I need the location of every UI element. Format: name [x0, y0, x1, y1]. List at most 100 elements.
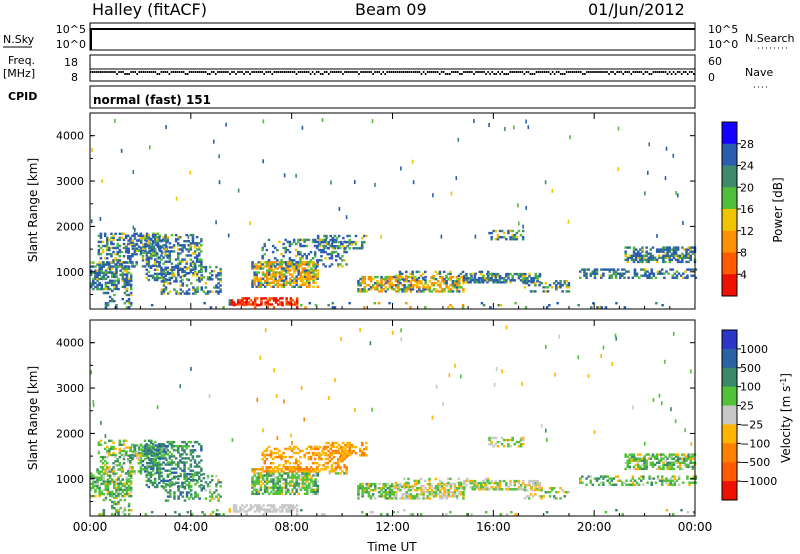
heatmap-cell [118, 232, 122, 235]
heatmap-cell [168, 268, 172, 271]
heatmap-cell [169, 495, 172, 498]
heatmap-cell [215, 483, 218, 486]
heatmap-cell [662, 467, 665, 471]
heatmap-cell [367, 487, 371, 490]
heatmap-cell [357, 495, 360, 498]
heatmap-cell [106, 257, 109, 260]
heatmap-cell [455, 489, 459, 492]
heatmap-cell [623, 306, 627, 309]
heatmap-cell [170, 467, 174, 470]
freq-sample [152, 71, 155, 73]
heatmap-cell [306, 492, 309, 495]
heatmap-cell [230, 299, 234, 302]
colorbar-swatch [722, 187, 737, 210]
heatmap-cell [557, 491, 560, 494]
heatmap-cell [645, 252, 648, 255]
heatmap-cell [390, 491, 394, 494]
heatmap-cell [106, 490, 110, 494]
heatmap-cell [259, 476, 263, 479]
heatmap-cell [153, 272, 157, 276]
freq-sample [283, 71, 286, 73]
heatmap-cell [550, 487, 554, 490]
heatmap-cell [314, 267, 317, 270]
freq-sample [287, 71, 290, 73]
freq-sample [684, 71, 687, 73]
heatmap-cell [463, 486, 466, 489]
heatmap-cell [129, 460, 132, 463]
heatmap-cell [115, 273, 118, 276]
heatmap-cell [473, 277, 477, 280]
heatmap-cell [467, 281, 470, 284]
heatmap-cell [158, 463, 161, 466]
heatmap-cell [395, 280, 398, 283]
heatmap-cell [129, 486, 133, 490]
heatmap-cell [135, 456, 139, 459]
heatmap-cell [668, 246, 671, 249]
heatmap-cell [173, 483, 176, 486]
heatmap-cell [624, 467, 627, 471]
heatmap-cell [183, 465, 186, 468]
heatmap-cell [276, 486, 279, 489]
heatmap-cell [258, 304, 261, 307]
heatmap-cell [335, 245, 339, 248]
heatmap-cell [662, 461, 665, 464]
heatmap-cell [133, 237, 137, 240]
heatmap-cell [405, 495, 408, 498]
heatmap-cell [166, 240, 169, 243]
heatmap-cell [319, 243, 322, 246]
heatmap-cell [173, 274, 176, 277]
heatmap-cell [187, 487, 191, 490]
heatmap-cell [289, 299, 293, 302]
heatmap-cell [430, 290, 434, 293]
heatmap-cell [123, 277, 127, 281]
heatmap-cell [177, 274, 180, 277]
heatmap-cell [158, 234, 161, 237]
heatmap-cell [422, 284, 425, 287]
heatmap-cell [511, 277, 514, 280]
heatmap-cell [330, 257, 334, 260]
heatmap-cell [316, 265, 319, 268]
heatmap-cell [120, 236, 124, 239]
heatmap-cell [306, 285, 309, 288]
heatmap-cell [477, 277, 481, 280]
heatmap-cell [129, 454, 132, 457]
heatmap-cell [521, 275, 525, 278]
heatmap-cell [279, 301, 282, 304]
heatmap-cell [168, 451, 172, 454]
heatmap-cell [361, 277, 364, 281]
heatmap-cell [277, 299, 280, 302]
heatmap-cell [463, 488, 466, 491]
freq-sample [144, 71, 146, 73]
heatmap-cell [101, 457, 105, 461]
heatmap-cell [666, 467, 669, 471]
heatmap-cell [443, 495, 446, 498]
heatmap-cell [469, 482, 472, 485]
heatmap-cell [534, 272, 537, 276]
heatmap-cell [664, 252, 667, 255]
heatmap-cell [668, 453, 671, 456]
heatmap-cell [257, 277, 261, 280]
heatmap-cell [127, 279, 131, 283]
heatmap-cell [542, 290, 545, 293]
heatmap-cell [215, 274, 218, 277]
beam-title: Beam 09 [355, 0, 427, 19]
heatmap-cell [111, 281, 114, 285]
heatmap-cell [127, 255, 130, 258]
heatmap-cell [284, 269, 288, 272]
heatmap-cell [308, 277, 311, 280]
heatmap-cell [690, 274, 693, 277]
heatmap-cell [672, 254, 676, 257]
heatmap-cell [473, 484, 477, 487]
freq-sample [249, 73, 251, 75]
heatmap-cell [374, 288, 377, 291]
heatmap-cell [692, 274, 695, 277]
freq-sample [648, 73, 651, 75]
heatmap-cell [179, 491, 182, 494]
heatmap-cell [97, 443, 101, 446]
heatmap-cell [189, 469, 193, 472]
heatmap-cell [166, 453, 169, 456]
heatmap-cell [330, 468, 334, 471]
heatmap-cell [637, 453, 640, 456]
heatmap-cell [398, 270, 402, 274]
heatmap-cell [371, 482, 375, 486]
